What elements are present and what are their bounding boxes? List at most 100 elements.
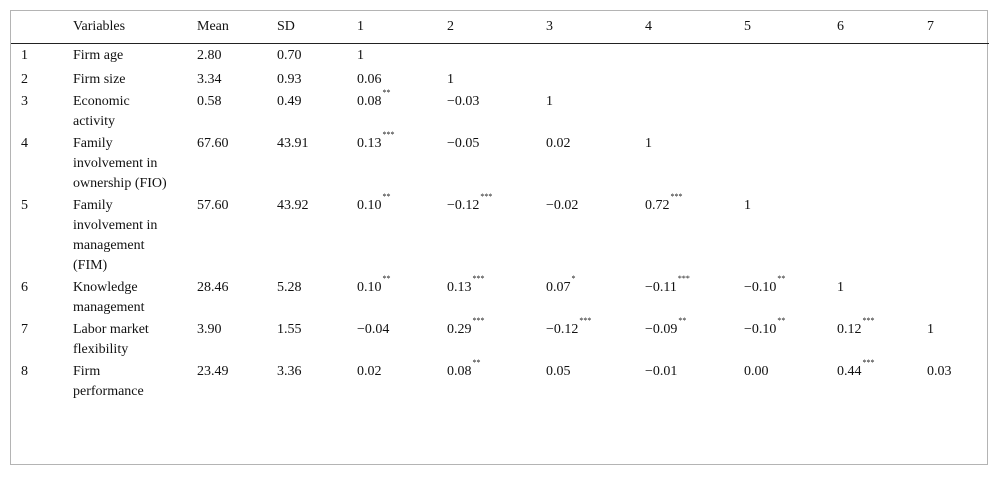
sd-value: 43.92 [277, 197, 309, 213]
correlation-cell: −0.12*** [546, 316, 645, 362]
header-row: Variables Mean SD 1 2 3 4 5 6 7 [11, 11, 989, 44]
correlation-cell: 0.13*** [447, 274, 546, 320]
correlation-cell: −0.04 [357, 320, 447, 362]
variable-name: Firm age [73, 43, 197, 70]
variable-label: Labor market flexibility [73, 321, 149, 357]
correlation-cell: −0.03 [447, 92, 546, 134]
correlation-value: −0.01 [645, 363, 678, 379]
table-row: 5 Family involvement in management (FIM) 5… [11, 192, 989, 278]
variable-label: Firm age [73, 47, 124, 63]
variable-name: Knowledge management [73, 278, 197, 320]
correlation-cell: 0.44*** [837, 358, 927, 404]
header-mean: Mean [197, 11, 277, 44]
correlation-cell: −0.10** [744, 274, 837, 320]
header-col-7: 7 [927, 11, 989, 44]
correlation-cell: −0.05 [447, 134, 546, 196]
significance-marker: *** [382, 129, 395, 139]
row-index: 6 [21, 279, 28, 295]
header-col-4: 4 [645, 11, 744, 44]
mean-value: 67.60 [197, 135, 229, 151]
header-sd: SD [277, 11, 357, 44]
correlation-cell: 0.29*** [447, 316, 546, 362]
correlation-cell: −0.12*** [447, 192, 546, 278]
correlation-cell [927, 43, 989, 70]
header-col-2: 2 [447, 11, 546, 44]
correlation-cell: 0.03 [927, 362, 989, 404]
variable-label: Family involvement in ownership (FIO) [73, 135, 167, 191]
mean-value: 57.60 [197, 197, 229, 213]
table-row: 7 Labor market flexibility 3.90 1.55 −0.04 0.… [11, 316, 989, 362]
correlation-table: Variables Mean SD 1 2 3 4 5 6 7 1 Firm ag… [11, 11, 989, 404]
mean-value: 28.46 [197, 279, 229, 295]
correlation-cell: −0.11*** [645, 274, 744, 320]
table-row: 3 Economic activity 0.58 0.49 0.08** −0.03 1 [11, 88, 989, 134]
correlation-value: −0.04 [357, 321, 390, 337]
correlation-cell [927, 92, 989, 134]
significance-marker: ** [382, 273, 391, 283]
correlation-cell: 0.72*** [645, 192, 744, 278]
correlation-cell: 0.12*** [837, 316, 927, 362]
sd-value: 43.91 [277, 135, 309, 151]
variable-name: Firm size [73, 70, 197, 92]
correlation-value: 0.06 [357, 71, 382, 87]
correlation-cell [927, 70, 989, 92]
sd-value: 5.28 [277, 279, 302, 295]
mean-value: 23.49 [197, 363, 229, 379]
correlation-cell: 0.02 [546, 134, 645, 196]
correlation-value: −0.09 [645, 321, 678, 337]
correlation-cell: 0.07* [546, 274, 645, 320]
table-row: 8 Firm performance 23.49 3.36 0.02 0.08** 0.05… [11, 358, 989, 404]
variable-name: Firm performance [73, 362, 197, 404]
variable-label: Knowledge management [73, 279, 145, 315]
row-index: 7 [21, 321, 28, 337]
header-variables: Variables [73, 11, 197, 44]
row-index: 5 [21, 197, 28, 213]
correlation-cell: 0.06 [357, 70, 447, 92]
significance-marker: *** [472, 315, 485, 325]
correlation-value: −0.10 [744, 279, 777, 295]
correlation-value: −0.02 [546, 197, 579, 213]
significance-marker: ** [382, 87, 391, 97]
correlation-value: 0.13 [357, 135, 382, 151]
significance-marker: *** [677, 273, 690, 283]
correlation-value: 0.13 [447, 279, 472, 295]
correlation-value: −0.12 [447, 197, 480, 213]
correlation-value: 1 [927, 321, 934, 337]
correlation-cell [546, 70, 645, 92]
correlation-cell: 0.00 [744, 362, 837, 404]
correlation-value: 0.10 [357, 279, 382, 295]
significance-marker: *** [480, 191, 493, 201]
row-index: 4 [21, 135, 28, 151]
significance-marker: *** [670, 191, 683, 201]
table-row: 2 Firm size 3.34 0.93 0.06 1 [11, 70, 989, 92]
correlation-cell [645, 92, 744, 134]
sd-value: 1.55 [277, 321, 302, 337]
variable-name: Economic activity [73, 92, 197, 134]
sd-value: 0.70 [277, 47, 302, 63]
correlation-value: 0.05 [546, 363, 571, 379]
header-col-1: 1 [357, 11, 447, 44]
correlation-cell [837, 70, 927, 92]
correlation-value: −0.12 [546, 321, 579, 337]
mean-value: 2.80 [197, 47, 222, 63]
correlation-cell: 1 [447, 70, 546, 92]
significance-marker: *** [579, 315, 592, 325]
header-col-6: 6 [837, 11, 927, 44]
correlation-cell: 0.13*** [357, 130, 447, 196]
variable-label: Firm performance [73, 363, 144, 399]
row-index: 2 [21, 71, 28, 87]
correlation-value: 0.72 [645, 197, 670, 213]
correlation-value: 0.00 [744, 363, 769, 379]
significance-marker: ** [777, 273, 786, 283]
correlation-cell: 1 [837, 278, 927, 320]
correlation-cell [645, 43, 744, 70]
correlation-cell: 1 [927, 320, 989, 362]
significance-marker: *** [862, 315, 875, 325]
correlation-table-frame: Variables Mean SD 1 2 3 4 5 6 7 1 Firm ag… [10, 10, 989, 465]
correlation-cell [837, 134, 927, 196]
header-col-3: 3 [546, 11, 645, 44]
variable-label: Economic activity [73, 93, 130, 129]
significance-marker: ** [382, 191, 391, 201]
correlation-cell [837, 43, 927, 70]
correlation-value: 1 [546, 93, 553, 109]
